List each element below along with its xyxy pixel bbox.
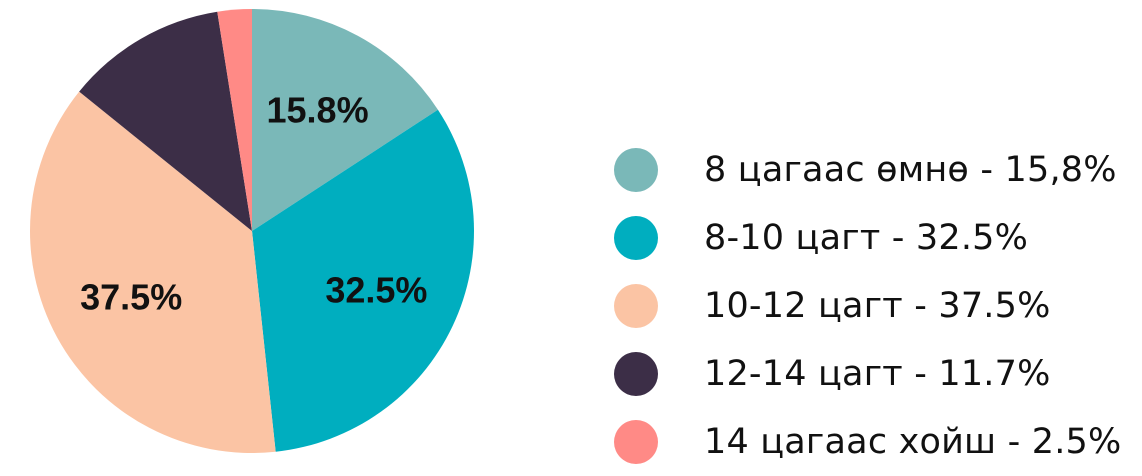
legend-item-3: 10-12 цагт - 37.5% <box>614 272 1142 340</box>
legend-label-2: 8-10 цагт - 32.5% <box>704 218 1029 258</box>
pie-slice-2 <box>252 109 474 452</box>
slice-data-label-3: 37.5% <box>80 276 182 317</box>
legend-swatch-1 <box>614 148 658 192</box>
legend-label-4: 12-14 цагт - 11.7% <box>704 354 1051 394</box>
slice-data-label-1: 15.8% <box>267 89 369 130</box>
slice-labels-layer: 15.8% 32.5% 37.5% <box>80 89 427 317</box>
legend-label-5: 14 цагаас хойш - 2.5% <box>704 422 1122 462</box>
legend-label-3: 10-12 цагт - 37.5% <box>704 286 1051 326</box>
slice-data-label-2: 32.5% <box>325 270 427 311</box>
legend-swatch-2 <box>614 216 658 260</box>
legend: 8 цагаас өмнө - 15,8% 8-10 цагт - 32.5% 10… <box>614 136 1142 476</box>
legend-item-5: 14 цагаас хойш - 2.5% <box>614 408 1142 476</box>
legend-swatch-3 <box>614 284 658 328</box>
legend-label-1: 8 цагаас өмнө - 15,8% <box>704 150 1117 190</box>
legend-swatch-5 <box>614 420 658 464</box>
pie-slice-3 <box>30 91 276 453</box>
legend-item-1: 8 цагаас өмнө - 15,8% <box>614 136 1142 204</box>
legend-item-2: 8-10 цагт - 32.5% <box>614 204 1142 272</box>
legend-item-4: 12-14 цагт - 11.7% <box>614 340 1142 408</box>
slices-layer <box>30 8 474 453</box>
pie-slice-4 <box>79 11 253 232</box>
pie-slice-5 <box>217 8 252 231</box>
pie-slice-1 <box>252 9 438 231</box>
legend-swatch-4 <box>614 352 658 396</box>
